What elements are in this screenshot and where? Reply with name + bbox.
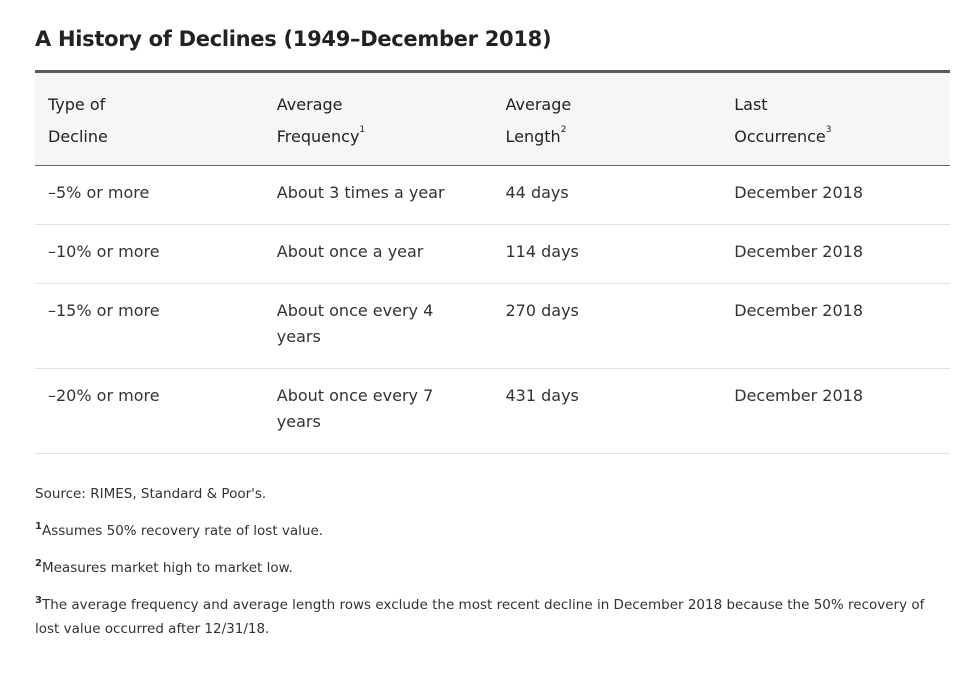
cell-text: About once every 4 years	[276, 301, 434, 346]
table-cell: –15% or more	[35, 283, 264, 369]
table-cell: –20% or more	[35, 368, 264, 454]
cell-text: About once every 7 years	[276, 386, 434, 431]
cell-text: December 2018	[734, 301, 864, 320]
table-cell: December 2018	[721, 224, 950, 284]
cell-text: About once a year	[276, 242, 424, 261]
footnote-text: The average frequency and average length…	[35, 597, 925, 637]
table-cell: 44 days	[492, 165, 722, 225]
cell-text: –20% or more	[48, 386, 160, 405]
footnote-text: Assumes 50% recovery rate of lost value.	[41, 523, 324, 539]
footnote-ref: 1	[359, 125, 366, 135]
table-cell: December 2018	[721, 368, 950, 454]
footnote: 1Assumes 50% recovery rate of lost value…	[35, 519, 950, 543]
table-cell: About 3 times a year	[263, 165, 493, 225]
table-cell: –10% or more	[35, 224, 264, 284]
footnote-marker: 2	[35, 558, 42, 569]
cell-text: –15% or more	[48, 301, 160, 320]
column-header: Average Length2	[492, 71, 722, 166]
footnote-marker: 1	[35, 521, 42, 532]
table-cell: December 2018	[721, 283, 950, 369]
cell-text: December 2018	[734, 242, 864, 261]
table-row: –20% or more About once every 7 years 431 …	[35, 368, 950, 454]
title: A History of Declines (1949–December 201…	[35, 27, 552, 51]
table-row: –5% or more About 3 times a year 44 days De…	[35, 165, 950, 225]
header-label: Average Frequency1	[277, 89, 387, 153]
column-header: Average Frequency1	[263, 71, 493, 166]
table-row: –15% or more About once every 4 years 270 …	[35, 283, 950, 369]
header-text: Last Occurrence	[734, 95, 826, 146]
footnote: 2Measures market high to market low.	[35, 556, 950, 580]
cell-text: 270 days	[505, 301, 579, 320]
table-cell: 431 days	[492, 368, 722, 454]
column-header: Type of Decline	[35, 71, 264, 166]
header-text: Type of Decline	[48, 95, 108, 146]
header-text: Average Frequency	[276, 95, 360, 146]
header-row: Type of Decline Average Frequency1 Average…	[35, 71, 950, 166]
table-row: –10% or more About once a year 114 days Dec…	[35, 224, 950, 284]
footnote-text: Measures market high to market low.	[41, 560, 293, 576]
notes: Source: RIMES, Standard & Poor's. 1Assum…	[35, 482, 950, 641]
cell-text: December 2018	[734, 183, 864, 202]
table-cell: About once every 4 years	[263, 283, 493, 369]
header-text: Average Length	[505, 95, 572, 146]
cell-text: –5% or more	[48, 183, 150, 202]
table-cell: 114 days	[492, 224, 722, 284]
footnote-ref: 3	[825, 125, 832, 135]
source: Source: RIMES, Standard & Poor's.	[35, 486, 267, 502]
table-body: –5% or more About 3 times a year 44 days De…	[35, 165, 950, 454]
table-cell: About once every 7 years	[263, 368, 493, 454]
cell-text: 114 days	[505, 242, 579, 261]
table-cell: About once a year	[263, 224, 493, 284]
table-head: Type of Decline Average Frequency1 Average…	[35, 71, 950, 166]
declines-table: Type of Decline Average Frequency1 Average…	[35, 70, 950, 454]
table-cell: December 2018	[721, 165, 950, 225]
header-label: Last Occurrence3	[734, 89, 844, 153]
header-label: Type of Decline	[48, 89, 158, 153]
footnote-marker: 3	[35, 595, 42, 606]
cell-text: December 2018	[734, 386, 864, 405]
cell-text: 44 days	[505, 183, 569, 202]
content: A History of Declines (1949–December 201…	[35, 0, 950, 654]
column-header: Last Occurrence3	[721, 71, 950, 166]
footnote-ref: 2	[560, 125, 567, 135]
cell-text: 431 days	[505, 386, 579, 405]
table-cell: 270 days	[492, 283, 722, 369]
cell-text: About 3 times a year	[276, 183, 445, 202]
footnote: 3The average frequency and average lengt…	[35, 593, 950, 641]
header-label: Average Length2	[506, 89, 616, 153]
cell-text: –10% or more	[48, 242, 160, 261]
table-cell: –5% or more	[35, 165, 264, 225]
